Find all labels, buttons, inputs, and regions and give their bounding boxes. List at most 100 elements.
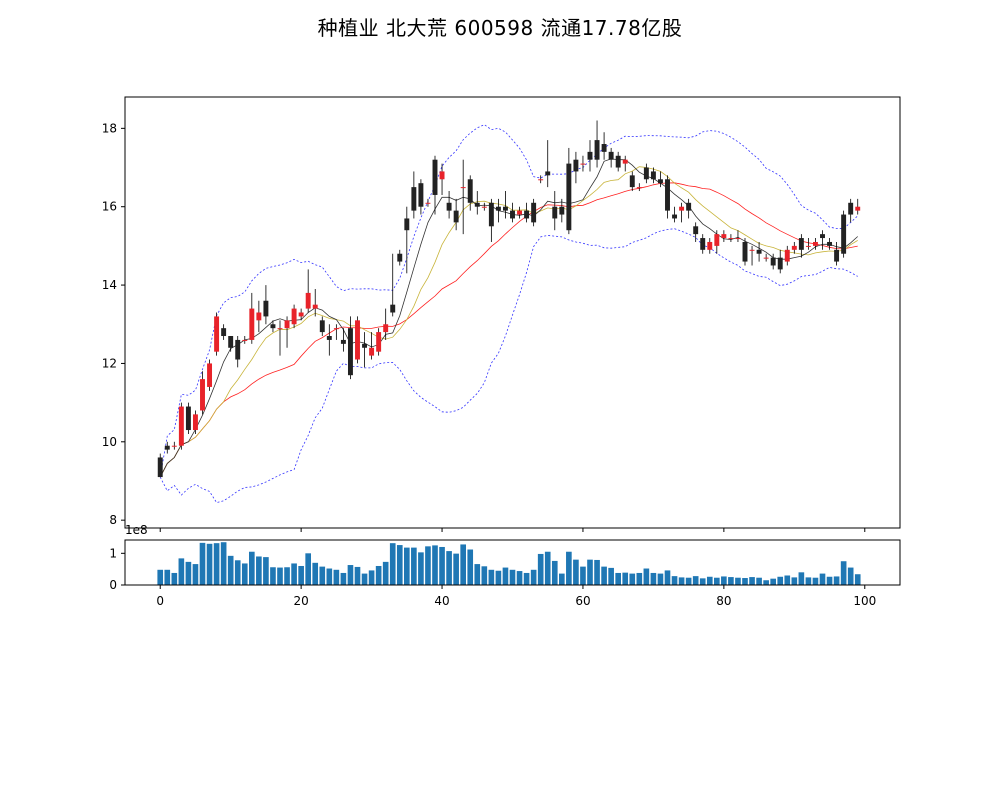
ma-short-line (159, 158, 858, 478)
candle (749, 245, 755, 266)
volume-bar (742, 578, 748, 585)
x-tick-label: 100 (853, 594, 876, 608)
candle (672, 206, 678, 223)
volume-bar (756, 577, 762, 585)
volume-bar (157, 569, 164, 585)
volume-bar (291, 563, 297, 585)
y-tick-label: 16 (102, 200, 117, 214)
candle (791, 241, 797, 254)
volume-bar (446, 551, 452, 585)
candle-body (812, 241, 818, 246)
candle (439, 163, 445, 195)
candle-body (425, 202, 431, 204)
candle-body (305, 292, 311, 309)
y-tick-label: 12 (102, 356, 117, 370)
volume-bar (664, 570, 671, 585)
candle (665, 175, 670, 219)
candle (721, 230, 727, 242)
candle (284, 316, 290, 348)
candle (798, 234, 804, 258)
volume-bar (791, 577, 798, 585)
volume-bar (389, 543, 396, 585)
volume-bar (502, 567, 509, 585)
volume-bar (706, 576, 713, 585)
volume-bar (354, 566, 361, 585)
candle (495, 198, 501, 223)
volume-bar (178, 558, 185, 585)
candle (714, 230, 720, 254)
volume-bar (425, 546, 431, 585)
candle (376, 328, 382, 356)
candle-body (650, 171, 656, 180)
candle (446, 191, 452, 219)
volume-bar (573, 559, 579, 585)
candle (538, 175, 544, 184)
candle (207, 359, 213, 391)
candle (679, 202, 685, 223)
candle (383, 308, 389, 340)
candle-body (376, 332, 382, 352)
candle (178, 402, 184, 450)
candle (369, 332, 375, 360)
candle (700, 234, 706, 254)
candle-body (531, 202, 537, 223)
volume-bar (608, 567, 614, 585)
candle-body (700, 238, 706, 250)
candle-body (587, 151, 593, 160)
y-tick-label: 14 (102, 278, 117, 292)
candle (629, 171, 635, 192)
volume-bar (714, 577, 720, 585)
candle-body (474, 202, 480, 207)
candle-body (643, 167, 649, 180)
volume-bar (411, 547, 417, 585)
candle (608, 147, 614, 168)
candle-body (397, 253, 403, 262)
candle-body (171, 445, 177, 447)
x-tick-label: 0 (156, 594, 164, 608)
candle (517, 206, 523, 219)
candle (812, 238, 818, 250)
volume-bar (185, 561, 192, 585)
candle (580, 155, 586, 172)
candle-body (770, 257, 776, 266)
candle-body (517, 210, 523, 215)
candle (192, 410, 198, 434)
volume-bar (192, 564, 199, 585)
volume-bar (199, 542, 206, 585)
candle-body (164, 445, 170, 450)
candle-body (798, 238, 804, 250)
bollinger-upper-line (159, 124, 858, 478)
candle-body (355, 320, 360, 360)
volume-bar (826, 576, 833, 585)
x-tick-label: 20 (293, 594, 308, 608)
candle-body (312, 304, 318, 309)
candle (531, 198, 537, 227)
candle-body (340, 339, 346, 344)
candle-body (178, 406, 184, 446)
candle-body (347, 328, 353, 376)
volume-bar (537, 553, 544, 585)
candle (263, 285, 269, 325)
volume-bar (439, 546, 445, 585)
candle (460, 159, 466, 235)
volume-bar (551, 560, 558, 585)
volume-bar (657, 573, 664, 585)
volume-bar (481, 566, 488, 585)
candle (249, 292, 255, 344)
candle (756, 241, 762, 262)
candle (784, 245, 790, 266)
candle (164, 441, 170, 454)
volume-axes-frame (124, 539, 901, 586)
candle-body (284, 320, 290, 329)
y-tick-label: 8 (109, 513, 117, 527)
volume-bar (305, 553, 311, 585)
candle (214, 312, 220, 356)
candle-body (791, 245, 797, 250)
candle-body (855, 206, 861, 211)
volume-bar (798, 572, 805, 585)
volume-bar (509, 569, 516, 585)
volume-bar (692, 576, 699, 585)
candle-body (228, 336, 234, 348)
candle-body (319, 320, 325, 333)
volume-bar (650, 572, 657, 585)
